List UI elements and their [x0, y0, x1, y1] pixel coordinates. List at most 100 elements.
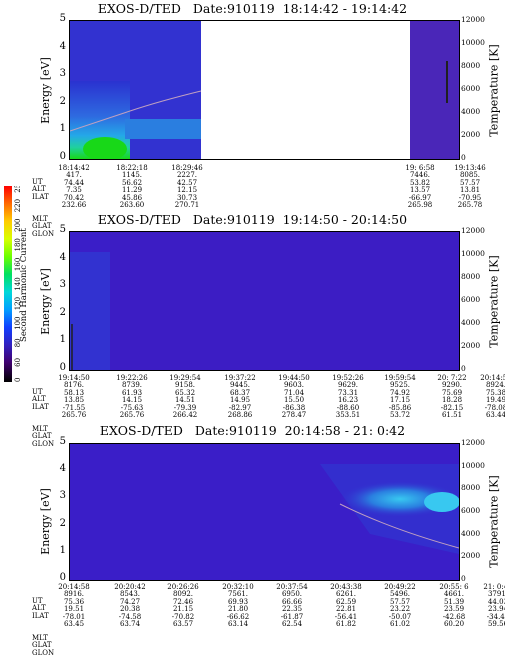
panel3-cell-alt: 8092. [172, 590, 194, 599]
panel2-cell-glon: 265.76 [119, 411, 145, 419]
colorbar-tick: 120 [14, 297, 22, 310]
panel2-cell-ilat: 73.31 [337, 388, 359, 397]
panel3-cell-glon: 63.74 [119, 620, 141, 628]
panel1-cell-alt: 2227. [176, 171, 198, 180]
panel1-cell-mlt: 13.81 [459, 186, 481, 195]
panel1-cell-ut: 18:14:42 [58, 164, 90, 172]
panel3-cell-ut: 20:32:10 [222, 583, 254, 591]
panel2-cell-mlt: 19.49 [485, 396, 505, 405]
panel3-cell-ut: 20:20:42 [114, 583, 146, 591]
panel2-cell-mlt: 16.23 [337, 396, 359, 405]
panel3-energy-tick: 5 [59, 436, 66, 447]
panel2-cell-alt: 9603. [283, 381, 305, 390]
panel1-gap [201, 21, 410, 159]
panel3-cell-alt: 4661. [443, 590, 465, 599]
panel2-cell-alt: 8924. [485, 381, 505, 390]
panel1-temperature-tick: 8000 [461, 61, 481, 70]
panel2-cell-glat: -78.08 [484, 403, 505, 412]
panel1-temperature-tick: 6000 [461, 84, 481, 93]
colorbar-tick: 60 [14, 358, 22, 367]
panel3-temperature-tick: 2000 [461, 551, 481, 561]
panel2-cell-mlt: 15.50 [283, 396, 305, 405]
panel3-temperature-tick: 10000 [461, 460, 485, 470]
panel2-cell-glon: 63.44 [485, 411, 505, 419]
panel1-cell-alt: 417. [66, 171, 82, 180]
panel1-energy-tick: 3 [59, 68, 66, 80]
panel1-energy-tick: 4 [59, 40, 66, 52]
panel3-spectrogram [69, 443, 460, 581]
panel3-cell-glat: -56.41 [334, 612, 358, 621]
panel2-cell-glat: -82.97 [228, 403, 252, 412]
panel2-cell-glon: 278.47 [281, 411, 307, 419]
colorbar-tick: 100 [14, 317, 22, 330]
panel1-row-labels: UT ALT ILAT MLT GLAT GLON [32, 177, 55, 238]
colorbar-tick: 220 [14, 199, 22, 212]
panel2-cell-alt: 9525. [389, 381, 411, 390]
panel2-left-band [70, 252, 110, 370]
panel3-cell-alt: 3791. [487, 590, 505, 599]
panel3-cell-glon: 63.14 [227, 620, 249, 628]
panel3-cell-ilat: 69.93 [227, 597, 249, 606]
panel2-energy-tick: 3 [59, 279, 66, 291]
panel2-cell-mlt: 14.15 [121, 396, 143, 405]
panel2-cell-alt: 8176. [63, 381, 85, 390]
panel1-cell-mlt: 13.57 [409, 186, 431, 195]
panel2-temperature-tick: 8000 [461, 272, 481, 281]
panel3-cell-alt: 8543. [119, 590, 141, 599]
panel3-cell-glat: -50.07 [388, 612, 412, 621]
panel3-energy-tick: 1 [59, 544, 66, 556]
panel2-cell-glat: -79.39 [173, 403, 197, 412]
panel3-cell-ut: 20:26:26 [167, 583, 199, 591]
panel2-cell-ut: 19:29:54 [169, 374, 201, 382]
panel2-cell-ut: 19:59:54 [384, 374, 416, 382]
panel3-cell-mlt: 23.22 [389, 605, 411, 614]
panel2-cell-ut: 19:37:22 [224, 374, 256, 382]
panel2-energy-tick: 0 [59, 362, 66, 373]
panel3-cell-glon: 59.56 [487, 620, 505, 628]
panel2-cell-glat: -85.86 [388, 403, 412, 412]
panel3-temp-curve [339, 503, 459, 549]
panel2-temperature-tick: 10000 [461, 249, 485, 258]
panel2-cell-alt: 9445. [229, 381, 251, 390]
panel3-title: EXOS-D/TED Date:910119 20:14:58 - 21: 0:… [99, 423, 406, 438]
panel2-title: EXOS-D/TED Date:910119 19:14:50 - 20:14:… [97, 212, 408, 227]
panel1-temperature-tick: 12000 [461, 15, 485, 24]
panel2-cell-mlt: 13.85 [63, 396, 85, 405]
panel2-cell-glon: 353.51 [335, 411, 361, 419]
panel3-cell-ilat: 62.59 [335, 597, 357, 606]
panel3-cell-ilat: 74.27 [119, 597, 141, 606]
panel1-cell-alt: 8085. [459, 171, 481, 180]
panel3-temperature-tick: 8000 [461, 483, 481, 493]
panel1-cell-glat: 70.42 [63, 193, 85, 202]
panel1-cell-alt: 1145. [121, 171, 143, 180]
panel1-cell-alt: 7446. [409, 171, 431, 180]
panel1-midband [125, 119, 201, 139]
colorbar-tick: 200 [14, 219, 22, 232]
panel2-cell-glat: -71.55 [62, 403, 86, 412]
panel3-cell-ut: 20:55: 6 [439, 583, 469, 591]
panel3-energy-tick: 2 [59, 517, 66, 529]
panel1-cell-mlt: 11.29 [121, 186, 143, 195]
panel3-cell-glat: -42.68 [442, 612, 466, 621]
panel2-energy-tick: 2 [59, 306, 66, 318]
panel1-cell-glat: 45.86 [121, 193, 143, 202]
panel3-cell-ilat: 51.39 [443, 597, 465, 606]
panel1-cell-glon: 263.60 [119, 201, 145, 209]
panel1-cell-glon: 232.66 [61, 201, 87, 209]
colorbar-label: Second Harmonic Current [19, 228, 29, 342]
panel1-energy-tick: 5 [59, 13, 66, 24]
panel1-cell-ilat: 74.44 [63, 178, 85, 187]
panel3-energy-tick: 4 [59, 463, 66, 475]
panel3-cell-mlt: 22.81 [335, 605, 357, 614]
colorbar-tick: 40 [14, 378, 22, 382]
panel2-cell-ilat: 71.04 [283, 388, 305, 397]
panel2-cell-mlt: 17.15 [389, 396, 411, 405]
panel2-cell-ilat: 75.38 [485, 388, 505, 397]
panel2-cell-glon: 265.76 [61, 411, 87, 419]
panel3-cell-ilat: 72.46 [172, 597, 194, 606]
panel1-end-block [410, 21, 459, 159]
panel1-cell-ut: 18:22:18 [116, 164, 148, 172]
panel2-cell-ilat: 75.69 [441, 388, 463, 397]
panel2-cell-glon: 268.86 [227, 411, 253, 419]
panel3-cell-alt: 5496. [389, 590, 411, 599]
